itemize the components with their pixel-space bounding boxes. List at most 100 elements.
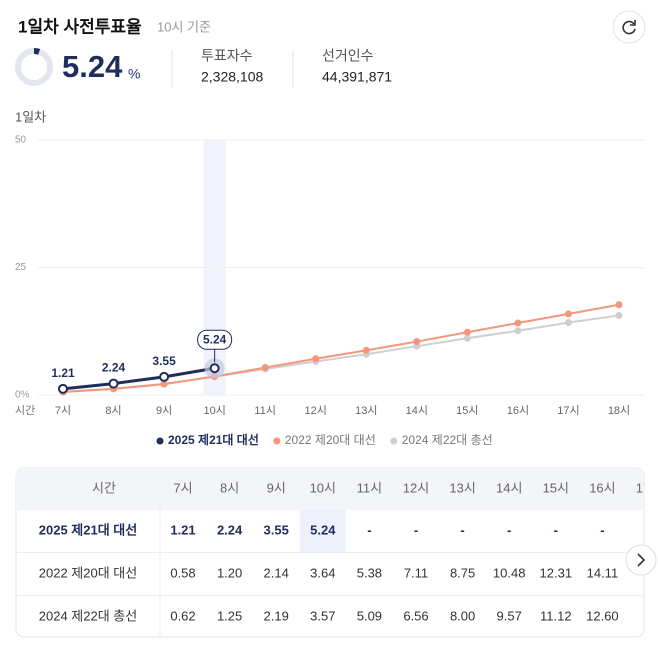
rate-unit: % (128, 66, 140, 82)
donut-track (15, 48, 53, 86)
refresh-icon[interactable] (622, 20, 636, 35)
x-tick-label: 11시 (254, 405, 276, 417)
scroll-arrow[interactable] (637, 553, 646, 567)
x-tick-label: 10시 (203, 405, 225, 417)
point (261, 364, 269, 372)
stat-label: 투표자수 (201, 48, 253, 64)
point (615, 301, 623, 309)
table: 7시8시9시10시11시12시13시14시15시16시17시18시2025 제2… (16, 468, 658, 637)
table-header-cell: 10시 (310, 480, 336, 495)
row-header: 2024 제22대 총선 (39, 608, 137, 623)
refresh-arrow[interactable] (630, 20, 636, 26)
data-label: 3.55 (152, 354, 176, 368)
data-label: 2.24 (102, 361, 126, 375)
table-cell: 14.11 (587, 565, 619, 580)
point (312, 355, 320, 363)
table-header-cell: 12시 (403, 480, 429, 495)
point (514, 319, 522, 327)
x-tick-label: 15시 (456, 405, 478, 417)
rate-value: 5.24 (62, 49, 123, 84)
table-cell: 8.00 (450, 608, 475, 623)
point (58, 383, 68, 394)
row-header: 2025 제21대 대선 (39, 522, 137, 537)
point (160, 380, 168, 388)
table-cell: 2.19 (264, 608, 289, 623)
table-cell: - (507, 522, 511, 537)
scroll-circle[interactable] (625, 544, 657, 576)
point (159, 371, 170, 382)
table-cell: 7.11 (404, 565, 428, 580)
table-cell: 11.12 (540, 608, 572, 623)
point (564, 310, 572, 318)
table-header-cell: 시간 (92, 480, 116, 495)
x-tick-label: 17시 (557, 405, 579, 417)
table-header-bg (16, 468, 644, 510)
legend-swatch (390, 437, 398, 445)
table-cell: - (554, 522, 558, 537)
point (209, 363, 220, 374)
point (463, 328, 471, 336)
table-cell: - (367, 522, 371, 537)
table-cell: 12.31 (540, 565, 573, 580)
table-cell: 9.57 (497, 608, 522, 623)
table-cell: 2.14 (264, 565, 289, 580)
table-header-cell: 11시 (357, 480, 382, 495)
table-cell: 1.25 (217, 608, 242, 623)
legend-label: 2025 제21대 대선 (168, 432, 259, 447)
table-cell: - (600, 522, 604, 537)
table-cell: - (460, 522, 464, 537)
table-header-cell: 9시 (267, 480, 286, 495)
table-cell: 0.62 (170, 608, 195, 623)
table-highlight (299, 510, 346, 553)
table-cell: 5.38 (357, 565, 382, 580)
data-label: 5.24 (203, 332, 227, 346)
refresh-button[interactable] (612, 10, 646, 44)
series-line (62, 303, 620, 394)
table-cell: 8.75 (450, 565, 475, 580)
table-cell: 1.21 (170, 522, 195, 537)
x-tick-label: 12시 (305, 405, 327, 417)
table-cell: 3.55 (264, 522, 289, 537)
x-tick-label: 14시 (406, 405, 428, 417)
stat-value: 2,328,108 (201, 69, 263, 85)
table-cell: 5.09 (357, 608, 382, 623)
point (514, 327, 522, 335)
donut-arc (33, 48, 41, 55)
table-cell: - (414, 522, 418, 537)
x-tick-label: 16시 (507, 405, 529, 417)
table-header-cell: 14시 (496, 480, 522, 495)
data-label: 1.21 (51, 366, 75, 380)
point (463, 334, 471, 342)
legend-swatch (273, 437, 281, 445)
y-axis-label: 1일차 (15, 109, 46, 124)
legend-label: 2022 제20대 대선 (285, 433, 376, 447)
subtitle: 10시 기준 (157, 19, 211, 34)
x-tick-label: 9시 (156, 405, 172, 417)
x-tick-label: 7시 (55, 405, 71, 417)
y-tick-label: 0% (15, 390, 30, 401)
table-header-cell: 8시 (220, 480, 239, 495)
table-header-cell: 13시 (449, 480, 475, 495)
stat-value: 44,391,871 (322, 69, 392, 85)
refresh-circle[interactable] (612, 10, 646, 44)
point (362, 346, 370, 354)
point (413, 338, 421, 346)
y-tick-label: 50 (15, 135, 27, 146)
table-cell: 0.58 (170, 565, 195, 580)
table-cell: 3.57 (310, 608, 335, 623)
title: 1일차 사전투표율 (18, 17, 142, 36)
point (615, 311, 623, 319)
table-header-cell: 17시 (636, 480, 658, 495)
x-tick-label: 18시 (608, 405, 630, 417)
table-cell: 3.64 (310, 565, 335, 580)
row-header: 2022 제20대 대선 (39, 565, 137, 580)
table-cell: 12.60 (586, 608, 619, 623)
scroll-right-button[interactable] (625, 544, 657, 576)
point (564, 319, 572, 327)
y-tick-label: 25 (15, 262, 27, 273)
point (108, 378, 119, 389)
table-header-cell: 7시 (173, 480, 192, 495)
legend-swatch (156, 437, 164, 445)
x-tick-label: 8시 (105, 405, 121, 417)
